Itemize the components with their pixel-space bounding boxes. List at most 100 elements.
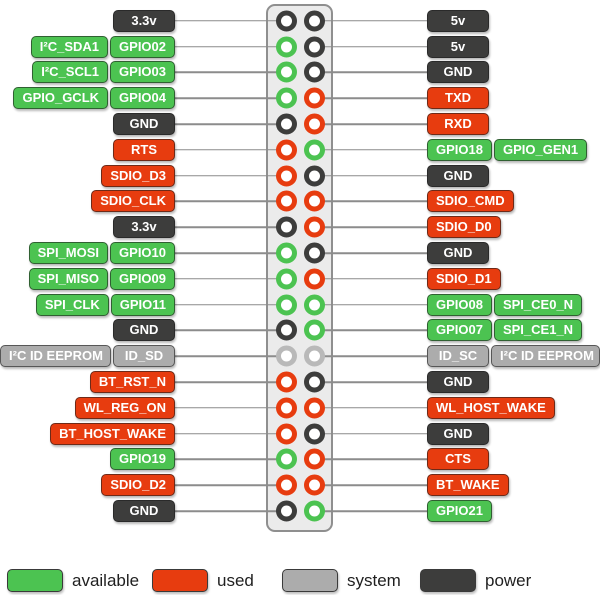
pin-row: SDIO_D2 BT_WAKE: [0, 472, 600, 498]
right-labels: GND: [427, 371, 600, 394]
connector-line-right: [322, 510, 432, 512]
pin-label: ID_SD: [113, 345, 175, 368]
connector-line-left: [168, 200, 278, 203]
connector-line-right: [322, 97, 432, 100]
right-labels: SDIO_D1: [427, 267, 600, 290]
left-labels: SPI_MISO GPIO09: [0, 267, 175, 290]
pin-hole-left: [276, 139, 297, 161]
pin-hole-right: [304, 190, 325, 212]
left-labels: SDIO_D3: [0, 164, 175, 187]
pin-label: I²C_SCL1: [32, 61, 109, 84]
pin-label: WL_REG_ON: [74, 396, 175, 419]
pin-label: GPIO07: [427, 319, 492, 342]
connector-line-right: [322, 149, 432, 151]
left-labels: GPIO_GCLK GPIO04: [0, 87, 175, 110]
pin-hole-left: [276, 474, 297, 496]
pin-row: SDIO_D3 GND: [0, 163, 600, 189]
pin-label: CTS: [427, 448, 489, 471]
left-labels: SPI_MOSI GPIO10: [0, 242, 175, 265]
connector-line-right: [322, 71, 432, 74]
pin-hole-left: [276, 345, 297, 367]
pin-hole-left: [276, 87, 297, 109]
pin-row: GND GPIO07 SPI_CE1_N: [0, 318, 600, 344]
left-labels: SPI_CLK GPIO11: [0, 293, 175, 316]
connector-line-right: [322, 174, 432, 177]
connector-line-left: [168, 226, 278, 229]
pin-label: GPIO_GCLK: [13, 87, 109, 110]
pin-label: 5v: [427, 35, 489, 58]
connector-line-right: [322, 20, 432, 22]
right-labels: GPIO18 GPIO_GEN1: [427, 138, 600, 161]
connector-line-right: [322, 303, 432, 306]
connector-line-left: [168, 45, 278, 48]
pin-hole-right: [304, 268, 325, 290]
pin-label: GND: [427, 61, 489, 84]
pin-label: I²C ID EEPROM: [491, 345, 600, 368]
pin-label: SPI_MISO: [28, 267, 109, 290]
pin-label: GND: [113, 319, 175, 342]
left-labels: SDIO_D2: [0, 474, 175, 497]
connector-line-right: [322, 278, 432, 280]
connector-line-right: [322, 200, 432, 203]
left-labels: GND: [0, 113, 175, 136]
legend-label: power: [485, 570, 532, 590]
pin-label: I²C ID EEPROM: [0, 345, 111, 368]
legend-label: system: [347, 570, 401, 590]
right-labels: GPIO08 SPI_CE0_N: [427, 293, 600, 316]
pin-label: GPIO02: [110, 35, 175, 58]
pin-label: BT_WAKE: [427, 474, 509, 497]
left-labels: GND: [0, 319, 175, 342]
legend-item-available: available: [7, 569, 139, 592]
legend-swatch-available: [7, 569, 63, 592]
connector-line-left: [168, 149, 278, 151]
connector-line-left: [168, 355, 278, 357]
connector-line-right: [322, 407, 432, 409]
pin-hole-left: [276, 216, 297, 238]
pin-row: SDIO_CLK SDIO_CMD: [0, 189, 600, 215]
pin-label: TXD: [427, 87, 489, 110]
pin-hole-left: [276, 242, 297, 264]
right-labels: GND: [427, 242, 600, 265]
pin-label: GPIO03: [110, 61, 175, 84]
pin-label: I²C_SDA1: [30, 35, 109, 58]
connector-line-left: [168, 174, 278, 177]
pin-label: SPI_CLK: [35, 293, 109, 316]
legend-swatch-system: [282, 569, 338, 592]
right-labels: SDIO_D0: [427, 216, 600, 239]
pin-hole-left: [276, 397, 297, 419]
left-labels: RTS: [0, 138, 175, 161]
pin-hole-right: [304, 500, 325, 522]
connector-line-right: [322, 252, 432, 254]
connector-line-left: [168, 329, 278, 332]
pin-hole-right: [304, 216, 325, 238]
connector-line-left: [168, 381, 278, 383]
right-labels: GPIO21: [427, 500, 600, 523]
right-labels: RXD: [427, 113, 600, 136]
pin-label: BT_RST_N: [89, 371, 175, 394]
pin-row: I²C ID EEPROM ID_SD ID_SC I²C ID EEPROM: [0, 343, 600, 369]
pin-hole-right: [304, 36, 325, 58]
pin-label: RTS: [113, 138, 175, 161]
connector-line-left: [168, 97, 278, 100]
pin-label: RXD: [427, 113, 489, 136]
pin-label: SDIO_D0: [427, 216, 501, 239]
legend-swatch-power: [420, 569, 476, 592]
pin-row: 3.3v 5v: [0, 8, 600, 34]
pin-label: 3.3v: [113, 9, 175, 32]
pin-hole-right: [304, 474, 325, 496]
left-labels: GND: [0, 500, 175, 523]
pin-hole-left: [276, 294, 297, 316]
pin-label: BT_HOST_WAKE: [50, 422, 175, 445]
pin-label: SDIO_D1: [427, 267, 501, 290]
pin-hole-left: [276, 36, 297, 58]
pin-label: GPIO09: [110, 267, 175, 290]
pin-label: GND: [113, 113, 175, 136]
connector-line-left: [168, 278, 278, 280]
pin-label: SDIO_D2: [101, 474, 175, 497]
pin-label: GPIO19: [110, 448, 175, 471]
pin-label: GPIO04: [110, 87, 175, 110]
pin-label: SPI_CE0_N: [493, 293, 583, 316]
connector-line-right: [322, 381, 432, 383]
pin-hole-left: [276, 268, 297, 290]
